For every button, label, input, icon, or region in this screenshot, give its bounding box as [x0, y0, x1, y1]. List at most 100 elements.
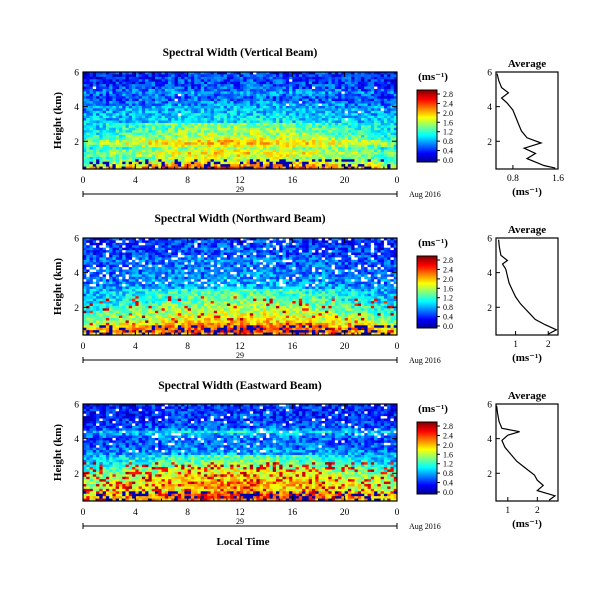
average-x-label: (ms⁻¹)	[512, 186, 542, 198]
average-y-tick-label: 6	[487, 235, 492, 245]
colorbar-tick-label: 0.4	[443, 313, 453, 322]
x-tick-label: 20	[340, 176, 350, 186]
date-day: 29	[236, 517, 244, 526]
average-y-tick-label: 4	[487, 435, 492, 445]
average-y-tick-label: 2	[487, 138, 492, 148]
x-tick-label: 20	[340, 342, 350, 352]
colorbar	[416, 421, 438, 495]
colorbar-tick-label: 2.8	[443, 90, 453, 99]
panel-title: Spectral Width (Eastward Beam)	[158, 380, 322, 392]
average-x-tick-label: 1.6	[552, 174, 564, 184]
average-profile-line	[496, 405, 557, 501]
y-tick-label: 2	[74, 304, 79, 314]
x-tick-label: 16	[288, 508, 298, 518]
x-tick-label: 0	[395, 176, 400, 186]
average-title: Average	[508, 224, 546, 236]
x-tick-label: 12	[235, 342, 245, 352]
x-tick-label: 12	[235, 176, 245, 186]
y-tick-label: 2	[74, 470, 79, 480]
colorbar-tick-label: 0.0	[443, 322, 453, 331]
average-frame	[495, 403, 559, 502]
colorbar-tick-label: 0.0	[443, 156, 453, 165]
average-profile-line	[498, 239, 558, 335]
average-x-tick-label: 2	[535, 506, 540, 516]
y-tick-label: 4	[74, 435, 79, 445]
colorbar-tick-label: 0.4	[443, 147, 453, 156]
average-x-tick-label: 1	[513, 340, 518, 350]
x-tick-label: 8	[185, 176, 190, 186]
colorbar-tick-label: 2.0	[443, 441, 453, 450]
panel-title: Spectral Width (Northward Beam)	[154, 213, 325, 225]
colorbar-unit: (ms⁻¹)	[418, 71, 448, 83]
y-tick-label: 6	[74, 69, 79, 79]
date-day: 29	[236, 351, 244, 360]
colorbar-tick-label: 2.0	[443, 109, 453, 118]
colorbar-tick-label: 1.6	[443, 284, 453, 293]
x-tick-label: 12	[235, 508, 245, 518]
average-y-tick-label: 4	[487, 103, 492, 113]
heatmap-cells	[83, 404, 398, 502]
colorbar-tick-label: 1.2	[443, 460, 453, 469]
average-title: Average	[508, 390, 546, 402]
date-label: Aug 2016	[409, 190, 441, 199]
x-tick-label: 4	[133, 176, 138, 186]
date-day: 29	[236, 185, 244, 194]
average-y-tick-label: 6	[487, 401, 492, 411]
y-tick-label: 4	[74, 269, 79, 279]
panel-3: Spectral Width (Eastward Beam)0 4 8 12 16 20 0…	[52, 380, 559, 548]
x-tick-label: 0	[81, 342, 86, 352]
heatmap-cells	[83, 238, 398, 336]
x-axis-label: Local Time	[216, 536, 269, 548]
x-tick-label: 0	[81, 176, 86, 186]
colorbar-tick-label: 1.6	[443, 118, 453, 127]
colorbar-tick-label: 1.6	[443, 450, 453, 459]
x-tick-label: 8	[185, 508, 190, 518]
average-x-label: (ms⁻¹)	[512, 518, 542, 530]
average-frame	[495, 237, 559, 336]
x-tick-label: 20	[340, 508, 350, 518]
colorbar-tick-label: 2.4	[443, 99, 453, 108]
average-y-tick-label: 2	[487, 304, 492, 314]
y-tick-label: 6	[74, 401, 79, 411]
colorbar	[416, 89, 438, 163]
x-tick-label: 0	[81, 508, 86, 518]
x-tick-label: 4	[133, 508, 138, 518]
colorbar-tick-label: 2.4	[443, 265, 453, 274]
colorbar	[416, 255, 438, 329]
y-tick-label: 6	[74, 235, 79, 245]
average-y-tick-label: 2	[487, 470, 492, 480]
colorbar-unit: (ms⁻¹)	[418, 403, 448, 415]
x-tick-label: 16	[288, 342, 298, 352]
y-tick-label: 4	[74, 103, 79, 113]
panel-1: Spectral Width (Vertical Beam)0 4 8 12 16 20 0…	[52, 47, 564, 199]
average-x-label: (ms⁻¹)	[512, 352, 542, 364]
colorbar-tick-label: 0.4	[443, 479, 453, 488]
y-tick-label: 2	[74, 138, 79, 148]
average-y-tick-label: 6	[487, 69, 492, 79]
colorbar-tick-label: 2.8	[443, 256, 453, 265]
date-label: Aug 2016	[409, 356, 441, 365]
colorbar-tick-label: 0.0	[443, 488, 453, 497]
average-x-tick-label: 2	[546, 340, 551, 350]
heatmap-cells	[83, 72, 398, 170]
y-axis-label: Height (km)	[52, 258, 64, 315]
colorbar-unit: (ms⁻¹)	[418, 237, 448, 249]
x-tick-label: 16	[288, 176, 298, 186]
colorbar-tick-label: 0.8	[443, 469, 453, 478]
average-frame	[495, 71, 559, 170]
average-y-tick-label: 4	[487, 269, 492, 279]
panel-2: Spectral Width (Northward Beam)0 4 8 12 16 20…	[52, 213, 559, 365]
x-tick-label: 4	[133, 342, 138, 352]
x-tick-label: 0	[395, 508, 400, 518]
y-axis-label: Height (km)	[52, 92, 64, 149]
x-tick-label: 0	[395, 342, 400, 352]
y-axis-label: Height (km)	[52, 424, 64, 481]
colorbar-tick-label: 0.8	[443, 137, 453, 146]
x-tick-label: 8	[185, 342, 190, 352]
colorbar-tick-label: 2.8	[443, 422, 453, 431]
average-x-tick-label: 0.8	[507, 174, 519, 184]
colorbar-tick-label: 2.4	[443, 431, 453, 440]
colorbar-tick-label: 1.2	[443, 294, 453, 303]
date-label: Aug 2016	[409, 522, 441, 531]
